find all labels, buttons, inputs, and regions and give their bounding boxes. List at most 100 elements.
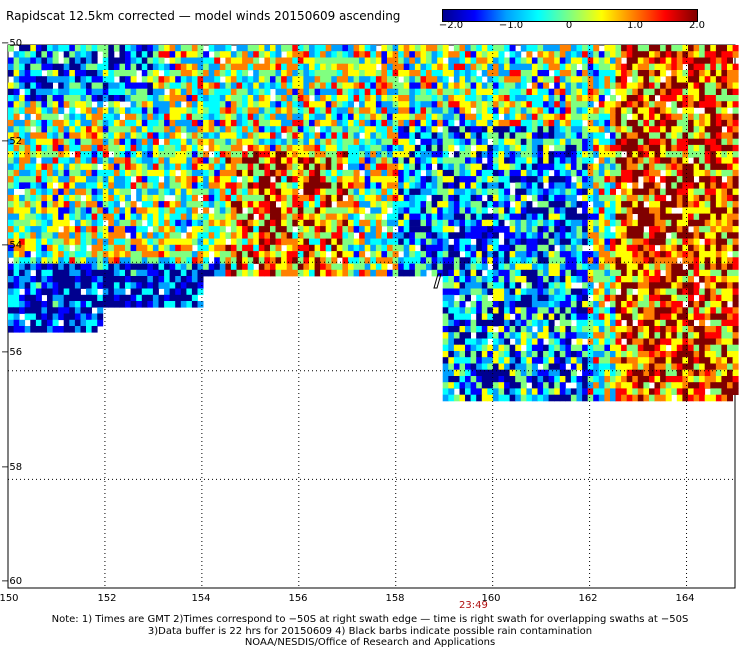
wind-cell	[203, 101, 210, 108]
wind-cell	[727, 194, 733, 202]
wind-cell	[710, 244, 717, 252]
wind-cell	[465, 257, 471, 264]
wind-cell	[58, 82, 65, 90]
wind-cell	[582, 257, 589, 264]
wind-cell	[41, 63, 48, 71]
wind-cell	[69, 251, 76, 258]
wind-cell	[91, 282, 98, 289]
wind-cell	[331, 244, 338, 252]
wind-cell	[41, 151, 48, 158]
wind-cell	[515, 257, 522, 264]
wind-cell	[270, 263, 276, 271]
wind-cell	[331, 238, 338, 246]
wind-cell	[598, 207, 605, 214]
wind-cell	[437, 226, 444, 233]
wind-cell	[169, 126, 176, 133]
wind-cell	[515, 95, 522, 102]
wind-cell	[414, 176, 421, 183]
wind-cell	[565, 226, 572, 233]
wind-cell	[309, 126, 315, 133]
wind-cell	[258, 188, 265, 196]
wind-cell	[91, 213, 98, 221]
wind-cell	[398, 176, 405, 183]
wind-cell	[615, 151, 622, 158]
wind-cell	[637, 219, 644, 227]
wind-cell	[537, 276, 544, 283]
wind-cell	[671, 144, 678, 152]
wind-cell	[370, 213, 377, 221]
wind-cell	[30, 263, 37, 271]
wind-cell	[108, 263, 115, 271]
wind-cell	[86, 188, 92, 196]
wind-cell	[203, 70, 210, 77]
wind-cell	[203, 238, 210, 246]
wind-cell	[398, 257, 405, 264]
wind-cell	[576, 201, 583, 208]
wind-cell	[242, 157, 249, 164]
wind-cell	[152, 51, 159, 58]
wind-cell	[559, 238, 566, 246]
wind-cell	[141, 288, 148, 296]
wind-cell	[191, 238, 198, 246]
wind-cell	[52, 107, 59, 114]
wind-cell	[348, 207, 354, 214]
wind-cell	[398, 88, 405, 96]
wind-cell	[409, 113, 416, 121]
wind-cell	[699, 57, 706, 65]
wind-cell	[442, 213, 449, 221]
wind-cell	[593, 82, 600, 90]
wind-cell	[353, 238, 360, 246]
wind-cell	[24, 238, 31, 246]
wind-cell	[487, 51, 494, 58]
wind-cell	[309, 238, 315, 246]
wind-cell	[375, 126, 382, 133]
wind-cell	[492, 188, 499, 196]
wind-cell	[119, 163, 126, 171]
wind-cell	[621, 157, 628, 164]
wind-cell	[225, 188, 232, 196]
wind-cell	[52, 301, 59, 308]
wind-cell	[465, 251, 471, 258]
wind-cell	[632, 251, 639, 258]
wind-cell	[214, 63, 221, 71]
wind-cell	[375, 176, 382, 183]
wind-cell	[682, 76, 689, 83]
wind-cell	[186, 188, 193, 196]
wind-cell	[610, 138, 616, 146]
wind-cell	[119, 157, 126, 164]
wind-cell	[242, 269, 249, 277]
wind-cell	[392, 176, 399, 183]
wind-cell	[621, 163, 628, 171]
wind-cell	[392, 144, 399, 152]
wind-cell	[459, 226, 466, 233]
wind-cell	[699, 251, 706, 258]
wind-cell	[164, 188, 171, 196]
wind-cell	[526, 63, 533, 71]
wind-cell	[682, 176, 689, 183]
wind-cell	[465, 188, 471, 196]
wind-cell	[58, 45, 65, 52]
wind-cell	[392, 95, 399, 102]
wind-cell	[570, 76, 577, 83]
wind-cell	[258, 213, 265, 221]
wind-cell	[169, 113, 176, 121]
wind-cell	[721, 269, 728, 277]
wind-cell	[24, 213, 31, 221]
wind-cell	[431, 126, 438, 133]
wind-cell	[348, 119, 354, 127]
wind-cell	[610, 76, 616, 83]
wind-cell	[409, 95, 416, 102]
wind-cell	[487, 101, 494, 108]
wind-cell	[643, 126, 650, 133]
wind-cell	[219, 251, 226, 258]
wind-cell	[481, 182, 488, 189]
wind-cell	[420, 201, 427, 208]
wind-cell	[314, 232, 321, 239]
wind-cell	[230, 76, 237, 83]
wind-cell	[242, 107, 249, 114]
wind-cell	[459, 213, 466, 221]
wind-cell	[130, 45, 137, 52]
wind-cell	[476, 257, 483, 264]
wind-cell	[598, 88, 605, 96]
wind-cell	[426, 126, 432, 133]
